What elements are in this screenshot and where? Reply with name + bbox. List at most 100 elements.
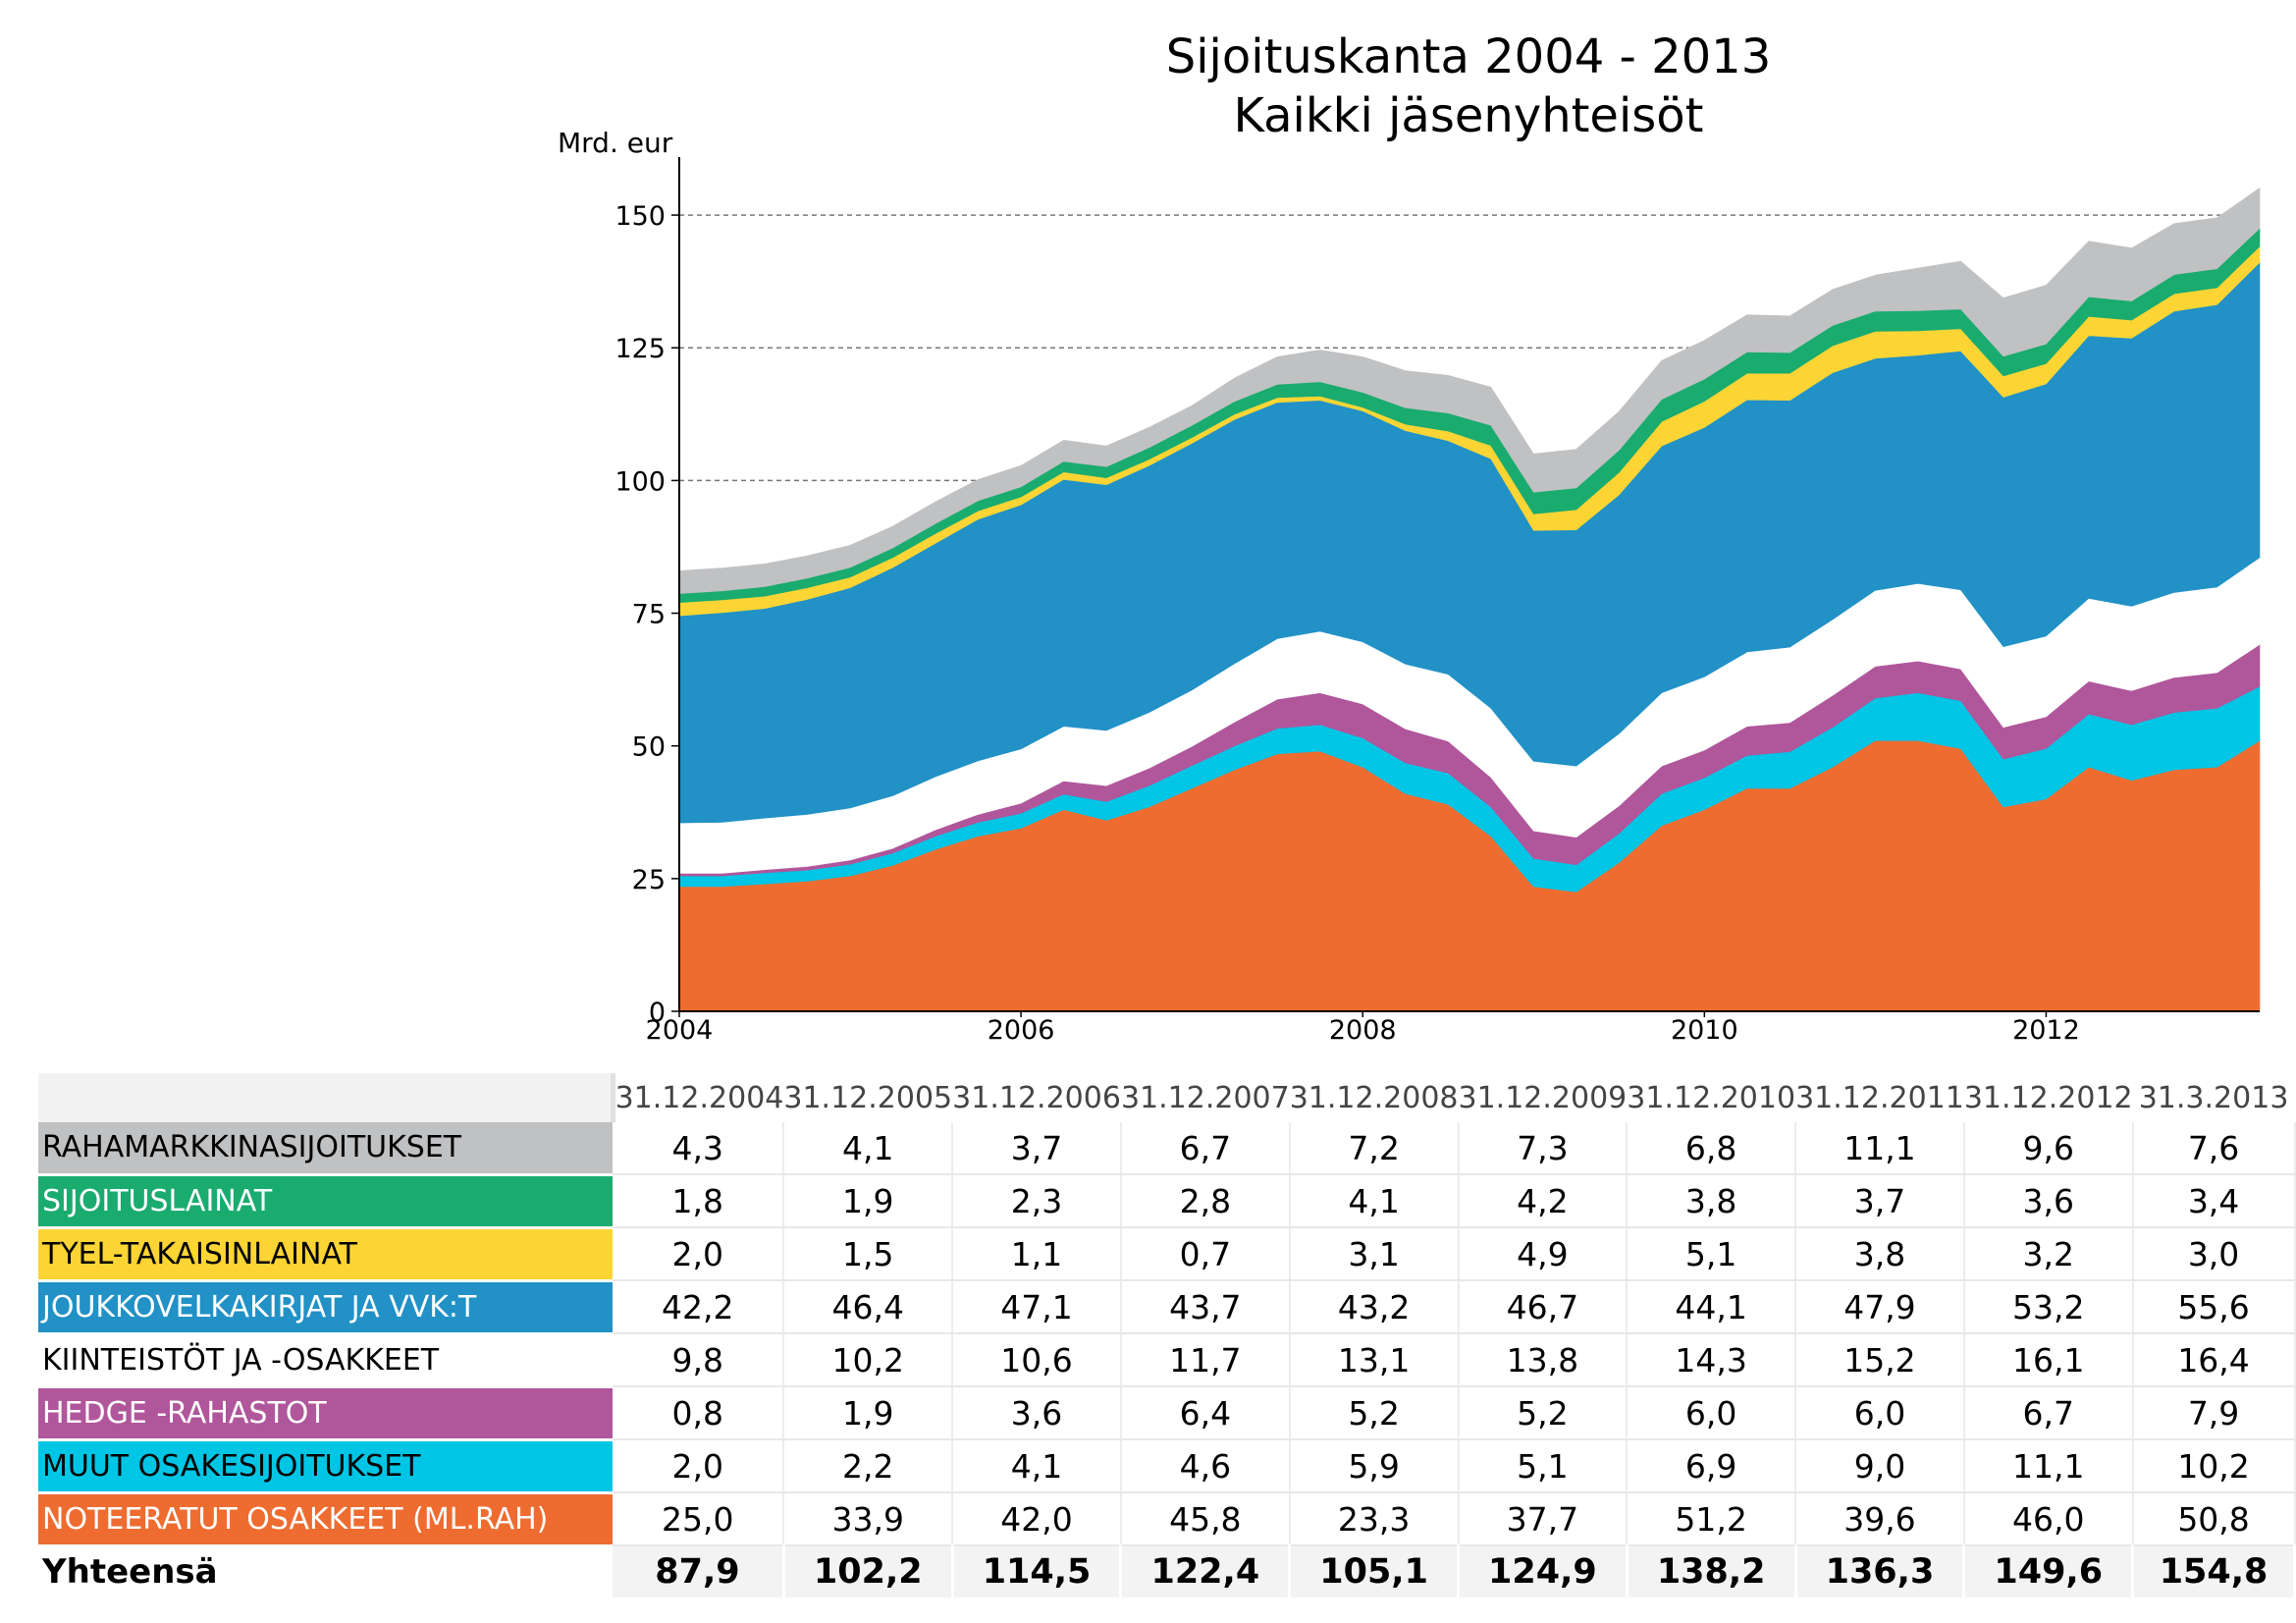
table-cell: 11,7: [1120, 1333, 1291, 1387]
total-cell: 102,2: [783, 1545, 954, 1597]
table-cell: 15,2: [1795, 1333, 1965, 1387]
table-cell: 16,4: [2132, 1333, 2296, 1387]
column-header-date: 31.12.2005: [783, 1080, 953, 1115]
table-cell: 7,6: [2132, 1122, 2296, 1175]
chart-title: Sijoituskanta 2004 - 2013: [1166, 29, 1772, 84]
table-row: TYEL-TAKAISINLAINAT 2,0 1,5 1,1 0,7 3,1 4,9 5,1…: [38, 1227, 2296, 1282]
table-cell: 10,2: [783, 1333, 954, 1387]
table-cell: 6,7: [1120, 1122, 1291, 1175]
table-cell: 3,6: [1963, 1174, 2134, 1228]
table-row: RAHAMARKKINASIJOITUKSET 4,3 4,1 3,7 6,7 7,2 7,…: [38, 1122, 2296, 1176]
table-cell: 6,7: [1963, 1386, 2134, 1440]
row-label: KIINTEISTÖT JA -OSAKKEET: [38, 1333, 614, 1388]
table-row: SIJOITUSLAINAT 1,8 1,9 2,3 2,8 4,1 4,2 3,8 3,7 3,…: [38, 1174, 2296, 1229]
table-cell: 47,1: [952, 1280, 1122, 1334]
x-tick-label: 2012: [2012, 1015, 2080, 1046]
table-cell: 1,5: [783, 1227, 954, 1281]
table-cell: 3,2: [1963, 1227, 2134, 1281]
table-cell: 3,8: [1795, 1227, 1965, 1281]
total-row: Yhteensä 87,9 102,2 114,5 122,4 105,1 124,9 138…: [38, 1545, 2296, 1597]
table-cell: 13,8: [1458, 1333, 1629, 1387]
table-cell: 11,1: [1795, 1122, 1965, 1175]
row-label: HEDGE -RAHASTOT: [38, 1386, 614, 1441]
table-cell: 2,8: [1120, 1174, 1291, 1228]
table-cell: 6,4: [1120, 1386, 1291, 1440]
data-table: 31.12.2004 31.12.2005 31.12.2006 31.12.2007…: [38, 1073, 2296, 1597]
table-row: KIINTEISTÖT JA -OSAKKEET 9,8 10,2 10,6 11,7 1…: [38, 1333, 2296, 1388]
table-cell: 2,2: [783, 1439, 954, 1493]
x-tick-label: 2006: [988, 1015, 1055, 1046]
table-row: NOTEERATUT OSAKKEET (ML.RAH) 25,0 33,9 42,0…: [38, 1492, 2296, 1547]
total-cell: 124,9: [1458, 1545, 1629, 1597]
column-header-date: 31.12.2006: [952, 1080, 1121, 1115]
table-cell: 5,2: [1458, 1386, 1629, 1440]
table-cell: 37,7: [1458, 1492, 1629, 1546]
table-cell: 5,9: [1289, 1439, 1460, 1493]
row-label: JOUKKOVELKAKIRJAT JA VVK:T: [38, 1280, 614, 1335]
table-cell: 42,2: [613, 1280, 785, 1334]
table-cell: 10,2: [2132, 1439, 2296, 1493]
table-cell: 7,2: [1289, 1122, 1460, 1175]
table-cell: 9,0: [1795, 1439, 1965, 1493]
table-cell: 4,9: [1458, 1227, 1629, 1281]
table-cell: 4,2: [1458, 1174, 1629, 1228]
y-tick-label: 50: [632, 732, 666, 763]
table-cell: 53,2: [1963, 1280, 2134, 1334]
column-header-date: 31.12.2011: [1795, 1080, 1964, 1115]
table-cell: 55,6: [2132, 1280, 2296, 1334]
table-cell: 0,7: [1120, 1227, 1291, 1281]
total-cell: 154,8: [2132, 1545, 2296, 1597]
column-header-date: 31.12.2008: [1289, 1080, 1459, 1115]
table-cell: 1,1: [952, 1227, 1122, 1281]
y-tick-label: 125: [614, 334, 666, 364]
chart-subtitle: Kaikki jäsenyhteisöt: [1234, 88, 1704, 143]
table-cell: 45,8: [1120, 1492, 1291, 1546]
table-cell: 43,2: [1289, 1280, 1460, 1334]
table-cell: 1,9: [783, 1386, 954, 1440]
table-cell: 4,1: [783, 1122, 954, 1175]
total-label: Yhteensä: [42, 1552, 218, 1593]
table-cell: 33,9: [783, 1492, 954, 1546]
column-header-date: 31.3.2013: [2138, 1080, 2289, 1115]
table-cell: 5,1: [1627, 1227, 1797, 1281]
y-tick-label: 100: [614, 466, 666, 497]
table-cell: 47,9: [1795, 1280, 1965, 1334]
table-cell: 25,0: [613, 1492, 785, 1546]
column-header-date: 31.12.2007: [1120, 1080, 1290, 1115]
table-cell: 3,0: [2132, 1227, 2296, 1281]
table-row: JOUKKOVELKAKIRJAT JA VVK:T 42,2 46,4 47,1 43…: [38, 1280, 2296, 1335]
table-cell: 1,8: [613, 1174, 785, 1228]
table-cell: 0,8: [613, 1386, 785, 1440]
table-cell: 2,3: [952, 1174, 1122, 1228]
table-cell: 39,6: [1795, 1492, 1965, 1546]
table-cell: 4,6: [1120, 1439, 1291, 1493]
x-tick-label: 2004: [646, 1015, 714, 1046]
y-tick-label: 25: [632, 865, 666, 895]
table-cell: 6,0: [1795, 1386, 1965, 1440]
table-cell: 50,8: [2132, 1492, 2296, 1546]
row-label: MUUT OSAKESIJOITUKSET: [38, 1439, 614, 1494]
axes: 0 25 50 75 100 125 150 2004 2006 2008 2010 2012: [614, 157, 2260, 1046]
total-cell: 138,2: [1627, 1545, 1797, 1597]
column-header-date: 31.12.2012: [1963, 1080, 2133, 1115]
area-series-7: [678, 187, 2261, 594]
y-tick-label: 150: [614, 201, 666, 232]
table-cell: 4,3: [613, 1122, 785, 1175]
table-cell: 6,9: [1627, 1439, 1797, 1493]
table-cell: 3,6: [952, 1386, 1122, 1440]
table-cell: 51,2: [1627, 1492, 1797, 1546]
x-tick-label: 2010: [1671, 1015, 1738, 1046]
table-cell: 44,1: [1627, 1280, 1797, 1334]
x-tick-label: 2008: [1329, 1015, 1397, 1046]
table-cell: 43,7: [1120, 1280, 1291, 1334]
row-label: NOTEERATUT OSAKKEET (ML.RAH): [38, 1492, 614, 1547]
table-cell: 5,1: [1458, 1439, 1629, 1493]
table-cell: 23,3: [1289, 1492, 1460, 1546]
table-cell: 6,8: [1627, 1122, 1797, 1175]
table-cell: 14,3: [1627, 1333, 1797, 1387]
row-label: SIJOITUSLAINAT: [38, 1174, 614, 1229]
table-row: MUUT OSAKESIJOITUKSET 2,0 2,2 4,1 4,6 5,9 5,1 6…: [38, 1439, 2296, 1494]
table-cell: 6,0: [1627, 1386, 1797, 1440]
table-cell: 3,4: [2132, 1174, 2296, 1228]
table-cell: 5,2: [1289, 1386, 1460, 1440]
